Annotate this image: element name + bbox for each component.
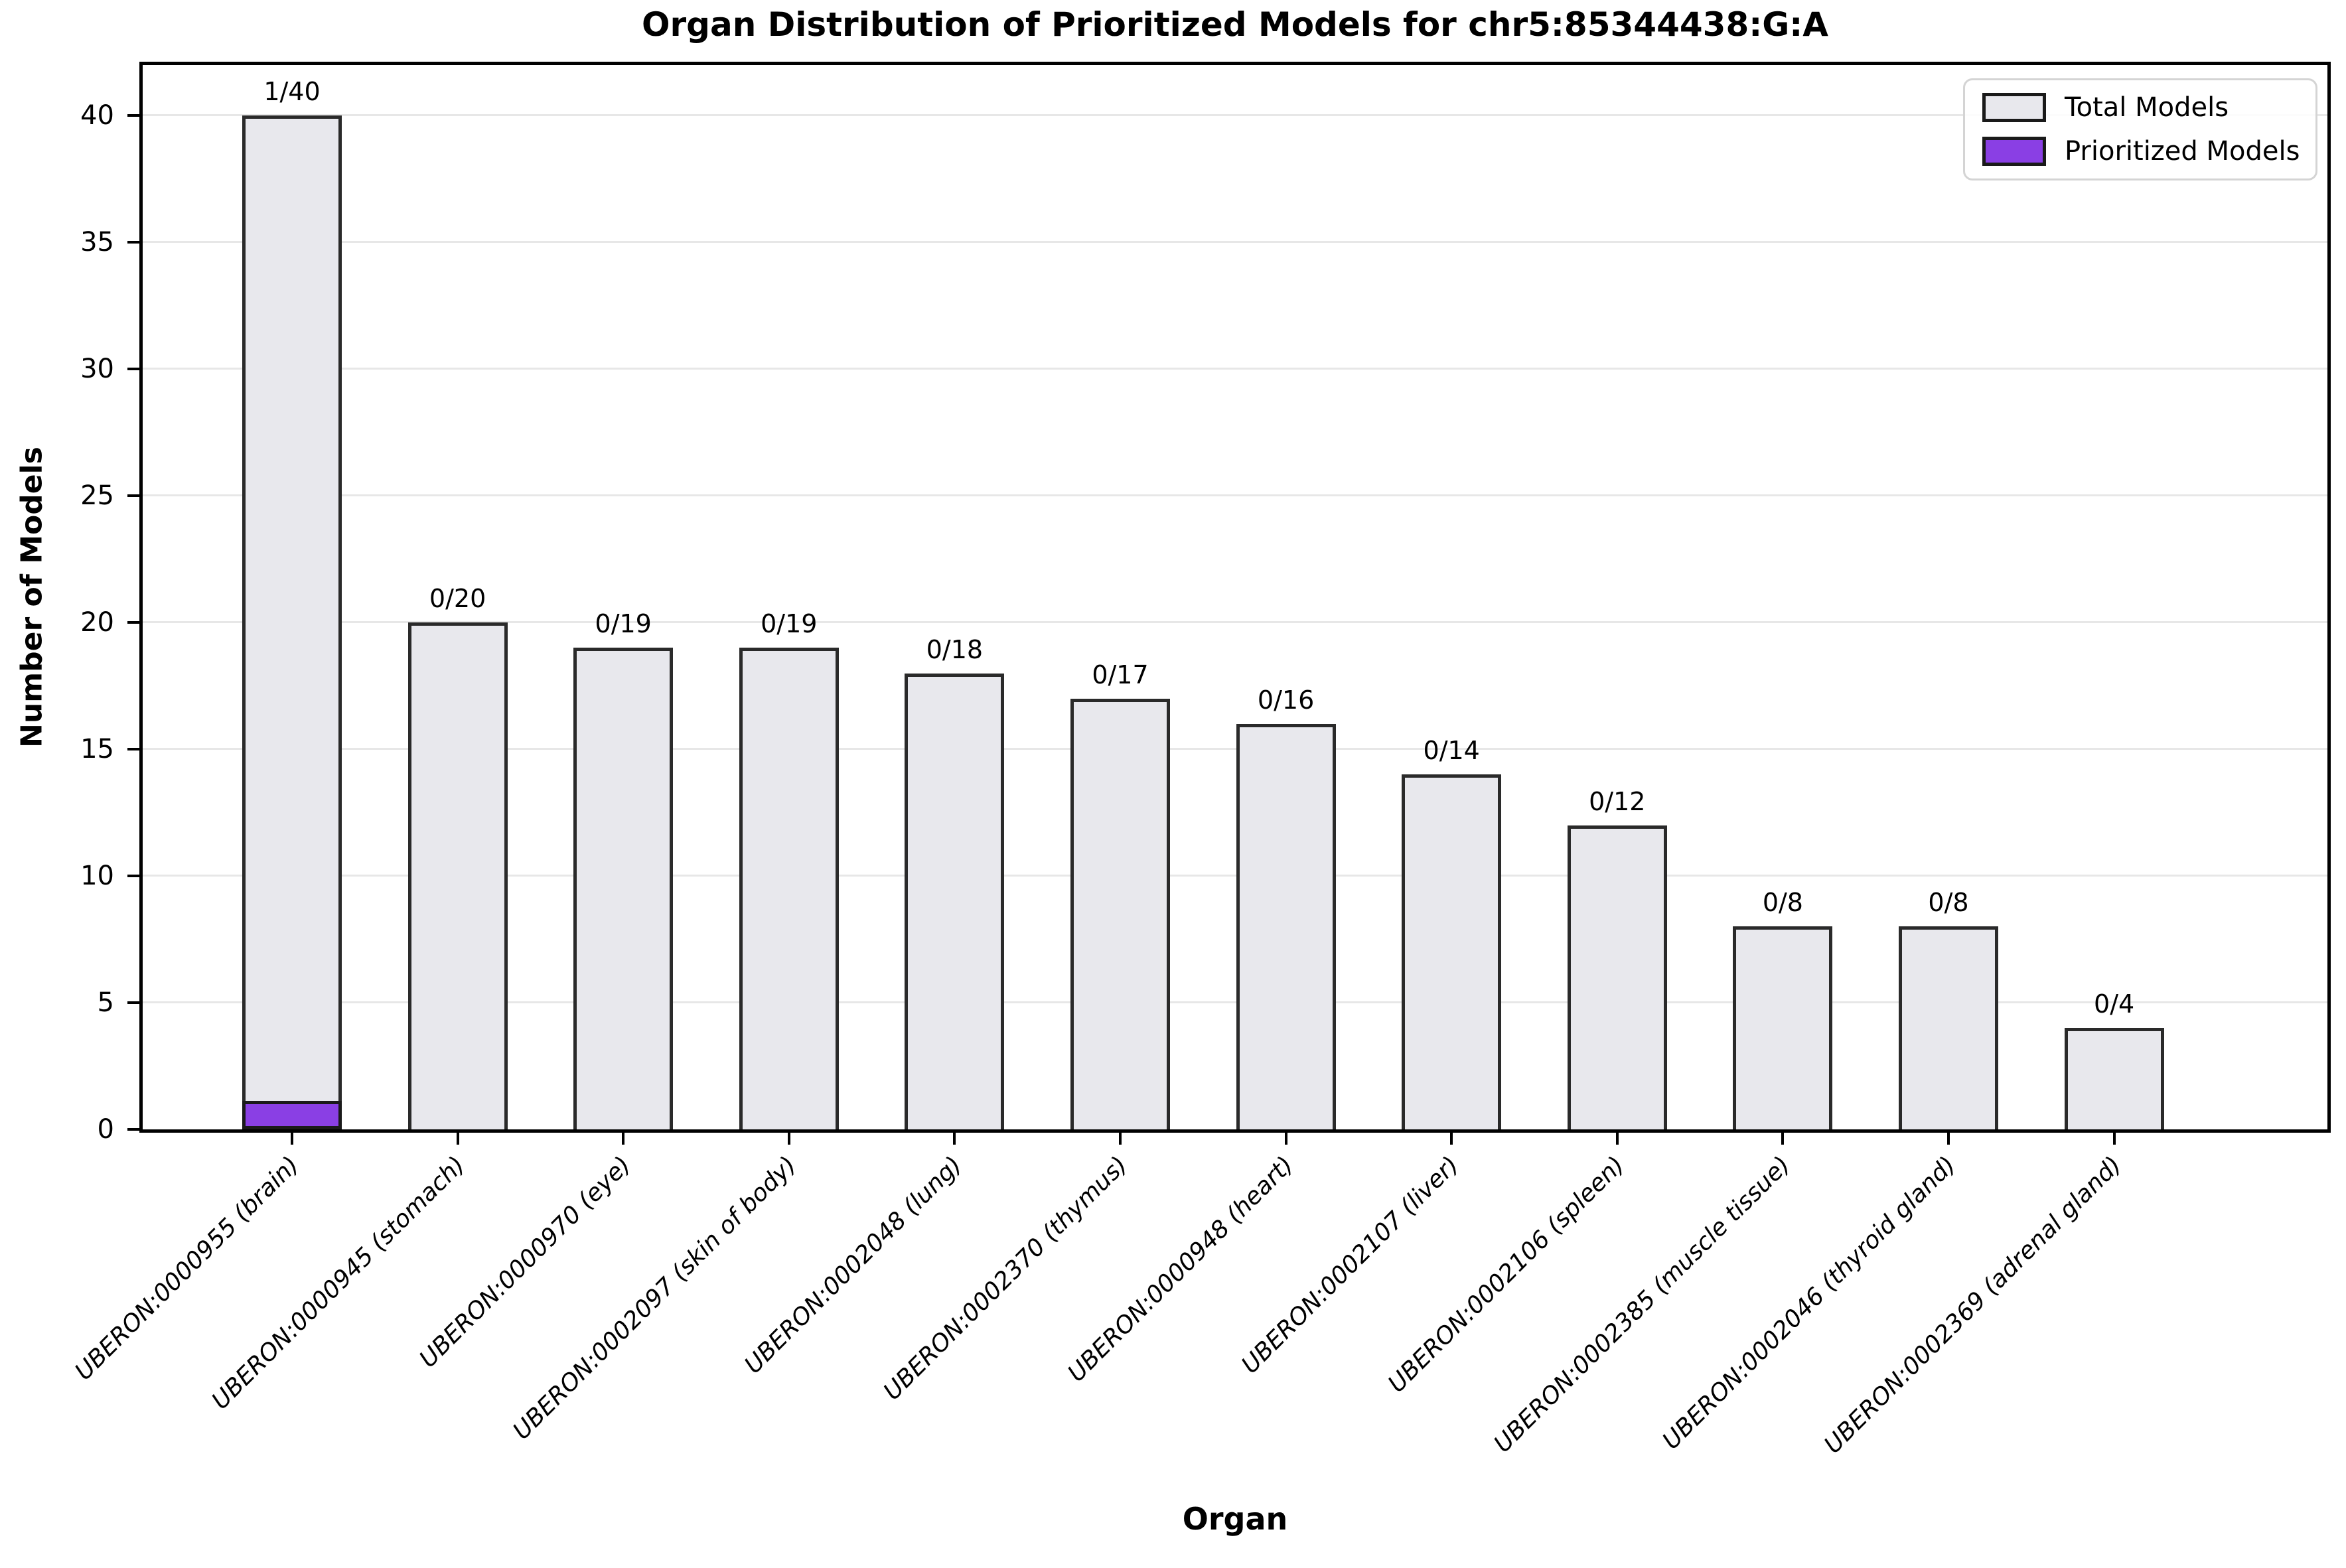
prioritized-models-bar-segment: [242, 1100, 342, 1129]
y-tick-mark: [127, 241, 139, 244]
y-tick-mark: [127, 748, 139, 751]
total-models-bar: [2064, 1028, 2164, 1129]
plot-area: 1/40 0/20 0/19 0/19 0/18 0/17 0/16 0/14 0/12 0/8 0…: [139, 62, 2331, 1133]
grid-line: [143, 114, 2327, 117]
bar-value-label: 0/20: [429, 584, 486, 614]
bar-value-label: 0/8: [1928, 888, 1969, 918]
y-tick-mark: [127, 114, 139, 117]
y-tick-label: 35: [80, 227, 114, 258]
bar-value-label: 0/18: [926, 634, 984, 664]
x-tick-mark: [456, 1133, 459, 1145]
y-tick-mark: [127, 494, 139, 498]
legend-label-prioritized: Prioritized Models: [2065, 136, 2300, 167]
x-tick-mark: [1947, 1133, 1950, 1145]
legend: Total Models Prioritized Models: [1963, 78, 2317, 180]
grid-line: [143, 368, 2327, 370]
total-models-bar: [1733, 926, 1833, 1129]
total-models-bar: [905, 673, 1005, 1129]
y-tick-label: 30: [80, 354, 114, 385]
x-tick-mark: [1781, 1133, 1785, 1145]
bar-value-label: 0/4: [2094, 989, 2135, 1019]
x-tick-mark: [953, 1133, 956, 1145]
x-tick-mark: [1284, 1133, 1287, 1145]
total-models-swatch: [1982, 93, 2046, 122]
grid-line: [143, 875, 2327, 877]
y-tick-label: 20: [80, 607, 114, 638]
y-tick-mark: [127, 368, 139, 371]
x-tick-mark: [1119, 1133, 1122, 1145]
x-tick-mark: [1450, 1133, 1453, 1145]
grid-line: [143, 1001, 2327, 1004]
y-tick-mark: [127, 1001, 139, 1005]
x-tick-label: UBERON:0002097 (skin of body): [508, 1151, 802, 1445]
grid-line: [143, 621, 2327, 624]
legend-label-total: Total Models: [2065, 92, 2229, 123]
y-tick-label: 15: [80, 734, 114, 765]
bar-value-label: 0/17: [1092, 660, 1149, 689]
y-tick-mark: [127, 621, 139, 624]
x-tick-mark: [2112, 1133, 2116, 1145]
total-models-bar: [573, 648, 674, 1129]
total-models-bar: [1899, 926, 1998, 1129]
legend-row-prioritized: Prioritized Models: [1982, 136, 2300, 167]
x-tick-mark: [1615, 1133, 1619, 1145]
y-tick-label: 0: [97, 1114, 114, 1145]
y-tick-label: 5: [97, 987, 114, 1019]
y-tick-label: 25: [80, 480, 114, 512]
y-tick-label: 10: [80, 861, 114, 892]
x-axis-label: Organ: [1182, 1501, 1288, 1537]
total-models-bar: [1567, 825, 1667, 1129]
total-models-bar: [739, 648, 839, 1129]
x-tick-mark: [622, 1133, 625, 1145]
y-tick-label: 40: [80, 100, 114, 131]
grid-line: [143, 494, 2327, 497]
bar-value-label: 1/40: [263, 77, 321, 107]
bar-value-label: 0/16: [1257, 685, 1315, 715]
x-tick-label: UBERON:0002369 (adrenal gland): [1818, 1151, 2127, 1459]
total-models-bar: [407, 622, 508, 1129]
bar-value-label: 0/19: [761, 609, 818, 639]
x-tick-label: UBERON:0002385 (muscle tissue): [1489, 1151, 1796, 1459]
bar-value-label: 0/8: [1762, 888, 1803, 918]
y-tick-mark: [127, 1128, 139, 1131]
total-models-bar: [1236, 723, 1336, 1129]
total-models-bar: [242, 115, 342, 1129]
bar-value-label: 0/14: [1423, 736, 1480, 766]
total-models-bar: [1070, 698, 1170, 1129]
bar-value-label: 0/19: [595, 609, 652, 639]
legend-row-total: Total Models: [1982, 92, 2298, 123]
grid-line: [143, 241, 2327, 244]
chart-title: Organ Distribution of Prioritized Models…: [642, 5, 1828, 44]
y-tick-mark: [127, 875, 139, 878]
x-tick-label: UBERON:0002046 (thyroid gland): [1657, 1151, 1961, 1455]
x-tick-mark: [787, 1133, 790, 1145]
x-tick-mark: [291, 1133, 293, 1145]
bar-value-label: 0/12: [1589, 786, 1646, 816]
total-models-bar: [1402, 774, 1502, 1129]
grid-line: [143, 748, 2327, 750]
prioritized-models-swatch: [1982, 137, 2046, 166]
